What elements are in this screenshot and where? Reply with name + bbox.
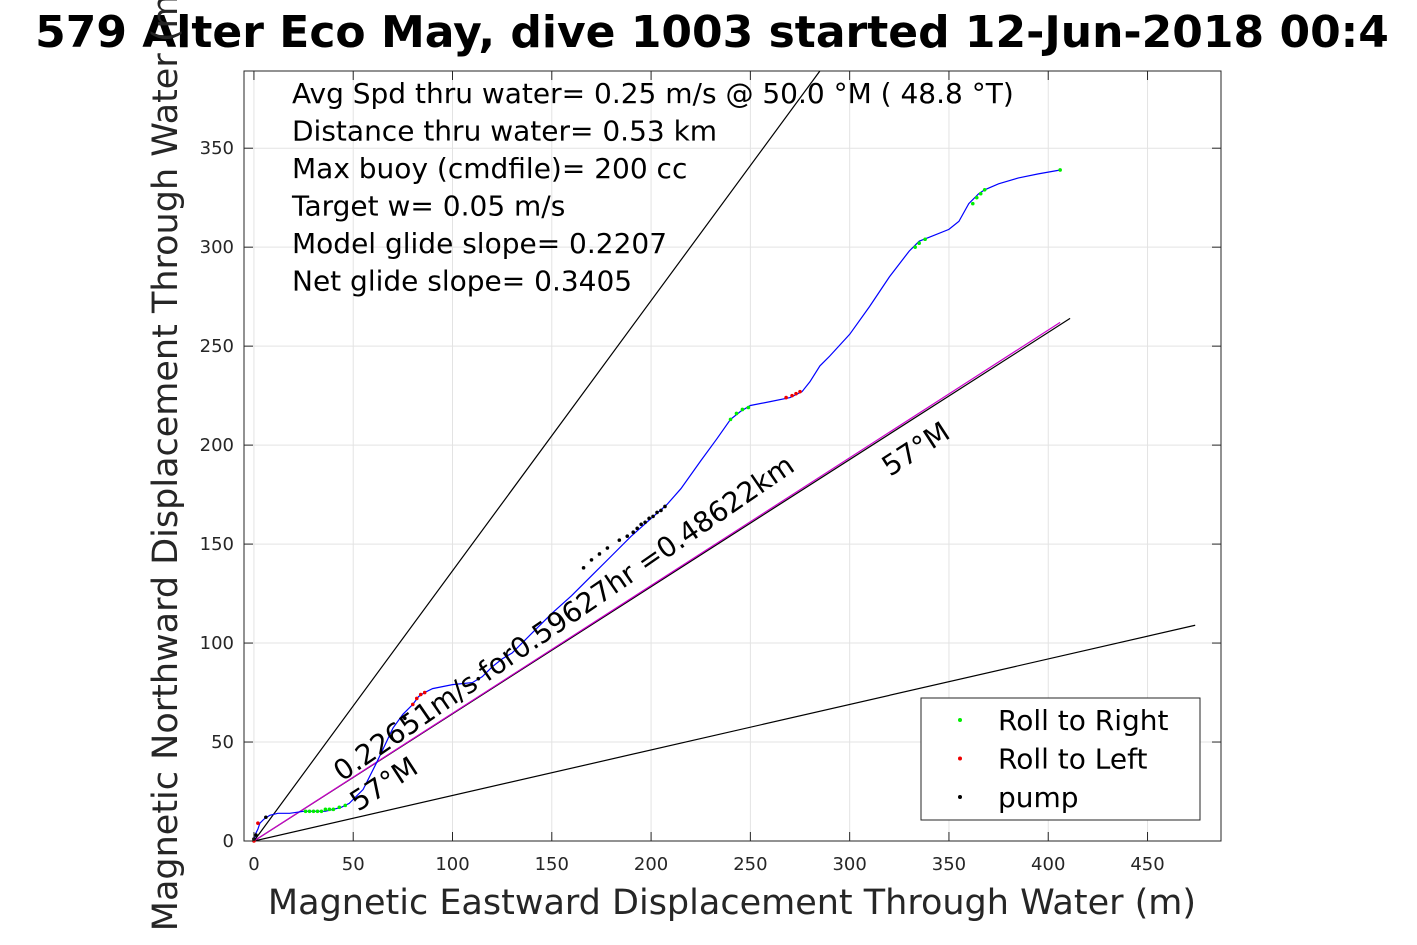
reference-line-4	[253, 321, 1061, 842]
x-tick-label: 0	[248, 854, 259, 875]
roll-to-right-point	[982, 187, 987, 192]
roll-to-left-point	[418, 692, 423, 697]
y-tick-label: 100	[200, 633, 234, 654]
legend-marker-roll-to-left	[958, 756, 962, 761]
pump-point	[663, 504, 667, 509]
pump-point	[651, 514, 655, 519]
y-tick-label: 250	[200, 336, 234, 357]
note-line-2: Distance thru water= 0.53 km	[292, 115, 717, 148]
note-line-5: Model glide slope= 0.2207	[292, 227, 667, 260]
pump-point	[625, 534, 630, 538]
roll-to-right-point	[315, 809, 320, 814]
roll-to-right-point	[917, 241, 921, 246]
roll-to-left-point	[422, 690, 427, 695]
roll-to-right-point	[913, 245, 917, 249]
legend-marker-pump	[958, 795, 962, 799]
pump-point	[659, 508, 663, 513]
roll-to-left-point	[790, 393, 794, 398]
pump-point	[254, 833, 258, 837]
axis-ticks: 0 50 100 150 200 250 300 350 400 450 0 50 100 150 200 2…	[200, 71, 1221, 875]
y-tick-label: 150	[200, 534, 234, 555]
roll-to-left-point	[414, 696, 419, 701]
roll-to-left-point	[410, 702, 415, 707]
x-tick-label: 250	[733, 854, 767, 875]
annotations: 0.22651m/s for0.59627hr =0.48622km57°M57…	[327, 415, 955, 818]
legend-label-roll-to-right: Roll to Right	[998, 704, 1169, 737]
speed-annotation: 0.22651m/s for0.59627hr =0.48622km	[327, 448, 800, 787]
reference-lines	[253, 70, 1196, 842]
y-tick-label: 300	[200, 237, 234, 258]
note-line-4: Target w= 0.05 m/s	[291, 190, 565, 223]
y-tick-label: 50	[211, 732, 234, 753]
x-tick-label: 400	[1031, 854, 1065, 875]
roll-to-right-point	[311, 809, 316, 814]
roll-to-right-point	[307, 809, 312, 814]
pump-point	[605, 546, 610, 550]
reference-line-1	[253, 70, 821, 842]
legend: Roll to Right Roll to Left pump	[920, 697, 1201, 821]
pump-point	[581, 566, 586, 570]
pump-point	[476, 676, 481, 681]
roll-to-left-point	[784, 395, 788, 400]
pump-point	[635, 526, 639, 531]
roll-to-right-point	[331, 807, 336, 812]
pump-point	[655, 510, 659, 515]
roll-to-right-point	[343, 803, 348, 808]
pump-point	[639, 522, 643, 527]
roll-to-right-point	[923, 237, 927, 242]
pump-point	[617, 538, 622, 542]
legend-label-pump: pump	[998, 781, 1079, 814]
x-axis-label: Magnetic Eastward Displacement Through W…	[268, 883, 1196, 923]
roll-to-right-point	[327, 807, 332, 812]
heading-annotation-upper: 57°M	[876, 415, 956, 483]
note-line-6: Net glide slope= 0.3405	[292, 265, 632, 298]
x-tick-label: 150	[535, 854, 569, 875]
x-tick-label: 50	[342, 854, 365, 875]
x-tick-label: 350	[932, 854, 966, 875]
roll-to-right-point	[734, 411, 739, 416]
y-axis-label: Magnetic Northward Displacement Through …	[146, 0, 186, 931]
data-points	[252, 168, 1062, 843]
roll-to-right-point	[978, 191, 983, 196]
roll-to-left-point	[256, 821, 260, 825]
roll-to-left-point	[794, 391, 798, 396]
roll-to-right-point	[740, 407, 745, 412]
roll-to-right-point	[728, 417, 733, 422]
roll-to-right-point	[746, 405, 751, 410]
pump-point	[631, 530, 636, 535]
roll-to-right-point	[974, 195, 979, 200]
roll-to-right-point	[319, 809, 324, 814]
x-tick-label: 300	[832, 854, 866, 875]
roll-to-right-point	[323, 807, 328, 812]
pump-point	[589, 558, 594, 562]
legend-marker-roll-to-right	[958, 718, 962, 722]
roll-to-right-point	[1058, 168, 1062, 172]
text-notes: Avg Spd thru water= 0.25 m/s @ 50.0 °M (…	[291, 77, 1014, 298]
chart-title: 579 Alter Eco May, dive 1003 started 12-…	[35, 7, 1389, 58]
roll-to-left-point	[798, 389, 802, 394]
x-tick-label: 200	[634, 854, 668, 875]
x-tick-label: 100	[435, 854, 469, 875]
pump-point	[403, 716, 407, 721]
roll-to-right-point	[303, 809, 308, 814]
plot-area-frame	[243, 70, 1222, 842]
pump-point	[643, 520, 647, 525]
roll-to-right-point	[970, 201, 975, 206]
note-line-1: Avg Spd thru water= 0.25 m/s @ 50.0 °M (…	[292, 77, 1014, 110]
pump-point	[264, 815, 268, 820]
y-tick-label: 0	[223, 831, 234, 852]
y-tick-label: 350	[200, 138, 234, 159]
pump-point	[597, 552, 602, 556]
pump-point	[647, 516, 651, 521]
y-tick-label: 200	[200, 435, 234, 456]
reference-line-2	[253, 624, 1196, 842]
note-line-3: Max buoy (cmdfile)= 200 cc	[292, 152, 687, 185]
legend-box	[920, 697, 1201, 821]
x-tick-label: 450	[1130, 854, 1164, 875]
legend-label-roll-to-left: Roll to Left	[998, 743, 1147, 776]
roll-to-right-point	[337, 805, 342, 810]
